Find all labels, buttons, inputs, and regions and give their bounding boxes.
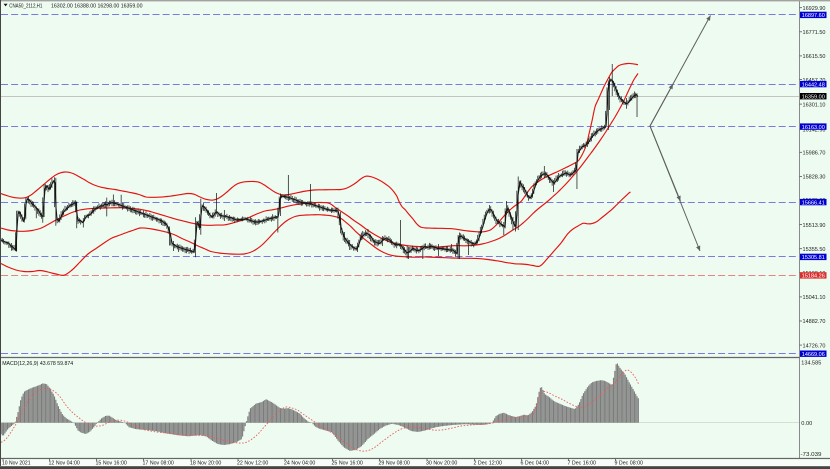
svg-text:17 Nov 08:00: 17 Nov 08:00	[143, 461, 174, 467]
svg-text:24 Nov 04:00: 24 Nov 04:00	[284, 461, 315, 467]
svg-text:16457.70: 16457.70	[803, 78, 826, 84]
svg-text:10 Nov 2021: 10 Nov 2021	[2, 461, 31, 467]
svg-text:16929.90: 16929.90	[803, 6, 826, 12]
svg-text:16897.60: 16897.60	[802, 13, 825, 19]
svg-text:16302.00 16388.00 16298.00 163: 16302.00 16388.00 16298.00 16359.00	[51, 4, 143, 10]
svg-text:18 Nov 20:00: 18 Nov 20:00	[190, 461, 221, 467]
svg-text:6 Dec 04:00: 6 Dec 04:00	[521, 461, 550, 467]
svg-text:15041.10: 15041.10	[803, 295, 826, 301]
svg-text:15828.30: 15828.30	[803, 175, 826, 181]
svg-text:7 Dec 16:00: 7 Dec 16:00	[568, 461, 597, 467]
svg-text:16142.90: 16142.90	[803, 127, 826, 133]
svg-text:15184.26: 15184.26	[802, 274, 825, 280]
svg-text:MACD(12,26,9) 43.678 59.874: MACD(12,26,9) 43.678 59.874	[2, 361, 73, 367]
svg-text:29 Nov 08:00: 29 Nov 08:00	[379, 461, 410, 467]
svg-text:CNA50_2112,H1: CNA50_2112,H1	[9, 4, 42, 10]
svg-text:9 Dec 08:00: 9 Dec 08:00	[615, 461, 644, 467]
svg-text:16615.50: 16615.50	[803, 54, 826, 60]
svg-text:134.585: 134.585	[801, 360, 821, 366]
svg-text:14882.70: 14882.70	[803, 319, 826, 325]
svg-text:30 Nov 20:00: 30 Nov 20:00	[426, 461, 457, 467]
svg-text:15666.41: 15666.41	[802, 200, 825, 206]
svg-text:16771.50: 16771.50	[803, 30, 826, 36]
svg-text:15305.81: 15305.81	[802, 255, 825, 261]
svg-text:14726.70: 14726.70	[803, 343, 826, 349]
svg-text:12 Nov 04:00: 12 Nov 04:00	[49, 461, 80, 467]
svg-text:16442.48: 16442.48	[802, 82, 825, 88]
svg-text:15 Nov 16:00: 15 Nov 16:00	[96, 461, 127, 467]
svg-text:25 Nov 16:00: 25 Nov 16:00	[332, 461, 363, 467]
svg-text:15513.90: 15513.90	[803, 223, 826, 229]
svg-text:15355.50: 15355.50	[803, 247, 826, 253]
svg-text:16359.00: 16359.00	[802, 94, 825, 100]
svg-text:0.00: 0.00	[801, 421, 812, 427]
svg-text:15986.70: 15986.70	[803, 151, 826, 157]
svg-text:22 Nov 12:00: 22 Nov 12:00	[237, 461, 268, 467]
svg-text:14669.06: 14669.06	[802, 352, 825, 358]
svg-text:16163.00: 16163.00	[802, 125, 825, 131]
svg-text:2 Dec 12:00: 2 Dec 12:00	[474, 461, 503, 467]
svg-text:16301.10: 16301.10	[803, 102, 826, 108]
svg-text:-73.039: -73.039	[801, 452, 822, 458]
